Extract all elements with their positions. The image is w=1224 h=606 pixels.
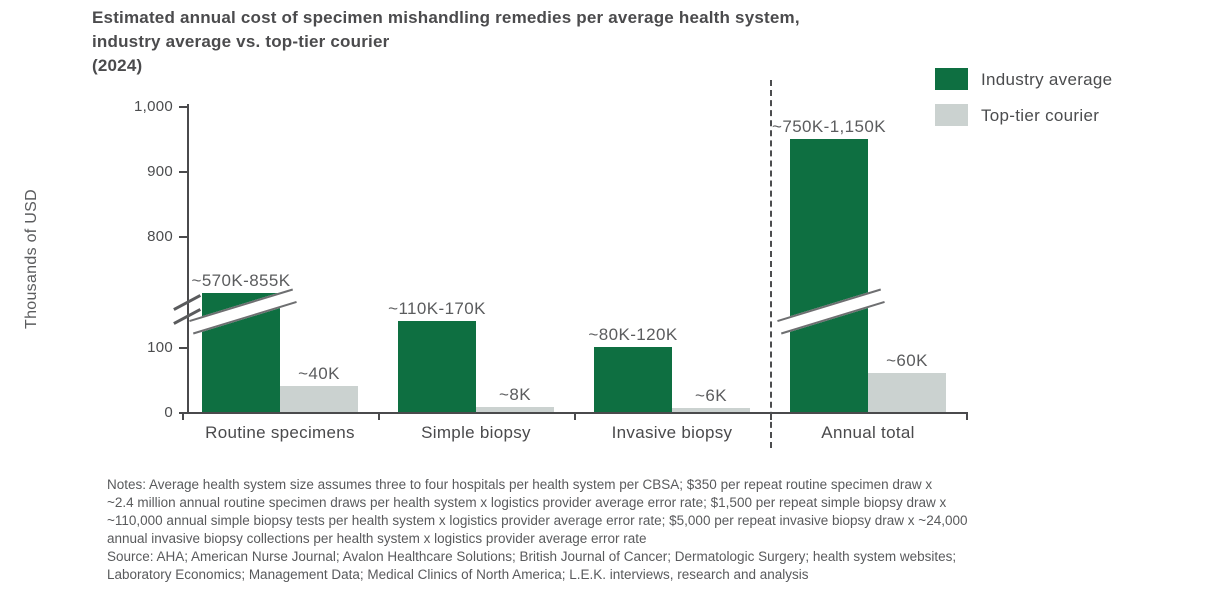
annual-total-separator-line: [770, 80, 772, 448]
bar-value-label: ~40K: [298, 364, 340, 383]
legend-swatch: [935, 68, 968, 90]
y-axis-tick: [179, 171, 188, 173]
bar-value-label: ~80K-120K: [588, 325, 678, 344]
bar-top-tier-courier: [280, 386, 358, 412]
category-label: Annual total: [821, 423, 915, 442]
y-axis-tick-label: 1,000: [133, 98, 173, 115]
y-axis-line: [187, 104, 189, 414]
category-label: Simple biopsy: [421, 423, 531, 442]
category-label: Invasive biopsy: [611, 423, 733, 442]
x-axis-tick: [966, 412, 968, 420]
y-axis-tick: [179, 347, 188, 349]
y-axis-tick: [179, 236, 188, 238]
bar-value-label: ~750K-1,150K: [772, 116, 886, 136]
bar-value-label: ~570K-855K: [191, 270, 291, 290]
y-axis-tick-label: 0: [164, 404, 173, 421]
notes-text: Notes: Average health system size assume…: [107, 477, 968, 546]
bar-value-label: ~8K: [499, 384, 531, 404]
bar-top-tier-courier: [868, 373, 946, 412]
y-axis-tick: [179, 106, 188, 108]
legend-label: Top-tier courier: [981, 106, 1100, 125]
bar-value-label: ~6K: [695, 386, 727, 406]
source-text: Source: AHA; American Nurse Journal; Ava…: [107, 549, 957, 582]
legend-swatch: [935, 104, 968, 126]
x-axis-tick: [574, 412, 576, 420]
bar-value-label: ~60K: [886, 351, 928, 370]
bar-top-tier-courier: [476, 406, 554, 412]
bar-industry-average: [790, 138, 868, 412]
y-axis-tick-label: 900: [147, 163, 173, 180]
x-axis-tick: [378, 412, 380, 420]
chart-title: Estimated annual cost of specimen mishan…: [92, 8, 800, 75]
bar-industry-average: [594, 347, 672, 412]
legend-label: Industry average: [981, 70, 1113, 89]
y-axis-tick-label: 800: [147, 228, 173, 245]
y-axis-tick-label: 100: [147, 339, 173, 356]
bar-industry-average: [398, 321, 476, 412]
category-label: Routine specimens: [205, 423, 355, 442]
bar-top-tier-courier: [672, 408, 750, 412]
bar-value-label: ~110K-170K: [388, 299, 486, 318]
x-axis-tick: [182, 412, 184, 420]
